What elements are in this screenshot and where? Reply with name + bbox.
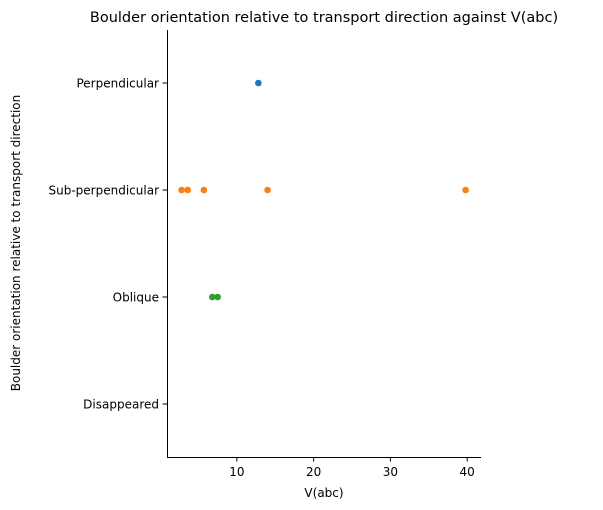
data-point-oblique [214,293,221,301]
x-tick-label-30: 30 [383,465,398,479]
plot-area: Perpendicular Sub-perpendicular Oblique Dis… [49,30,481,479]
data-point-sub-perpendicular [178,186,185,194]
x-tick-label-40: 40 [460,465,475,479]
x-axis-ticks: 10 20 30 40 [229,457,475,479]
y-tick-label-oblique: Oblique [113,291,159,305]
x-tick-label-20: 20 [306,465,321,479]
data-point-sub-perpendicular [264,186,271,194]
x-tick-label-10: 10 [229,465,244,479]
data-point-sub-perpendicular [200,186,208,194]
y-tick-label-disappeared: Disappeared [83,398,159,412]
chart-title: Boulder orientation relative to transpor… [90,10,558,26]
y-axis-label: Boulder orientation relative to transpor… [9,95,23,392]
y-axis-ticks: Perpendicular Sub-perpendicular Oblique Dis… [49,77,167,412]
data-point-oblique [208,293,216,301]
data-point-sub-perpendicular [462,186,469,194]
y-tick-label-perpendicular: Perpendicular [76,77,159,91]
y-tick-label-sub-perpendicular: Sub-perpendicular [49,184,160,198]
data-point-sub-perpendicular [184,186,192,194]
data-point-perpendicular [255,79,262,87]
x-axis-label: V(abc) [304,486,343,500]
data-points [178,79,469,301]
